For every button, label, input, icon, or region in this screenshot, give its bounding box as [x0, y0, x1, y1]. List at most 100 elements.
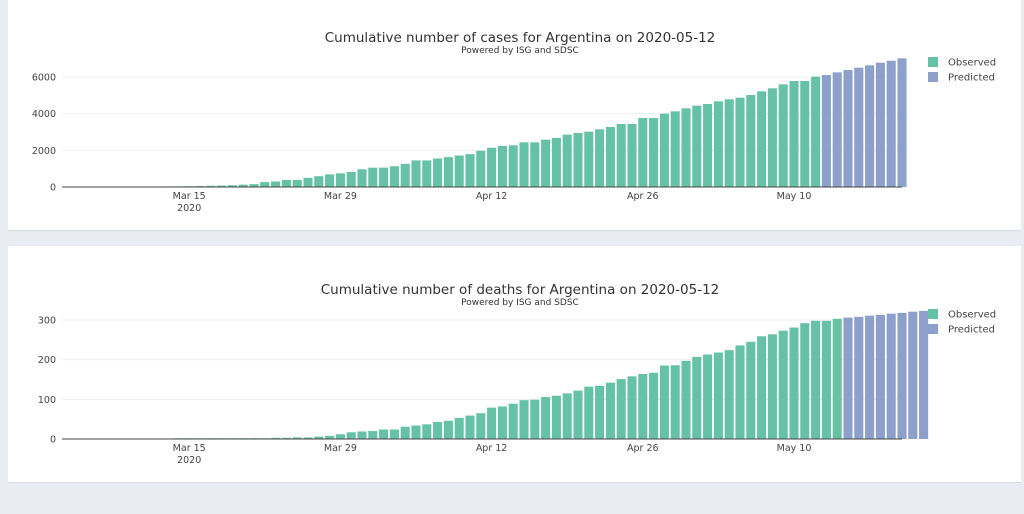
bar-observed: [454, 155, 464, 187]
bar-observed: [508, 403, 518, 439]
bar-observed: [800, 323, 810, 439]
bar-predicted: [875, 314, 885, 439]
bar-predicted: [886, 313, 896, 439]
legend-swatch-predicted: [928, 324, 938, 334]
bar-observed: [454, 417, 464, 439]
bar-observed: [757, 336, 767, 439]
x-tick-year-label: 2020: [177, 203, 201, 214]
bar-observed: [605, 382, 615, 439]
bar-observed: [746, 341, 756, 439]
bar-predicted: [854, 316, 864, 439]
bar-observed: [314, 176, 324, 187]
bar-observed: [703, 354, 713, 439]
bar-observed: [422, 160, 432, 187]
bar-observed: [595, 385, 605, 439]
bar-observed: [638, 373, 648, 439]
y-tick-label: 100: [38, 395, 56, 406]
bar-observed: [368, 167, 378, 187]
bar-predicted: [897, 58, 907, 187]
bar-predicted: [843, 317, 853, 439]
x-tick-label: Mar 29: [324, 443, 357, 454]
bar-observed: [303, 437, 313, 439]
bar-predicted: [865, 315, 875, 439]
x-tick-year-label: 2020: [177, 455, 201, 466]
bar-observed: [519, 142, 529, 187]
bar-observed: [595, 129, 605, 187]
bar-observed: [659, 365, 669, 439]
bar-observed: [703, 104, 713, 187]
bar-observed: [271, 437, 281, 439]
bar-observed: [746, 95, 756, 187]
bar-observed: [357, 431, 367, 439]
x-tick-label: Apr 26: [627, 443, 659, 454]
bar-predicted: [908, 311, 918, 439]
bar-observed: [789, 80, 799, 187]
bar-observed: [422, 424, 432, 439]
bar-observed: [821, 320, 831, 439]
bar-observed: [325, 435, 335, 439]
bar-observed: [487, 407, 497, 439]
bar-observed: [530, 399, 540, 439]
y-tick-label: 200: [38, 355, 56, 366]
bar-observed: [832, 318, 842, 439]
y-tick-label: 300: [38, 316, 56, 327]
deaths-chart-card: Cumulative number of deaths for Argentin…: [8, 246, 1021, 483]
bar-predicted: [865, 65, 875, 187]
bar-observed: [757, 91, 767, 187]
y-tick-label: 0: [50, 435, 56, 446]
bar-observed: [260, 182, 270, 187]
bar-observed: [724, 99, 734, 187]
x-tick-label: Apr 12: [476, 191, 508, 202]
y-tick-label: 6000: [32, 73, 56, 84]
legend-swatch-predicted: [928, 72, 938, 82]
bar-observed: [325, 174, 335, 187]
bar-observed: [670, 111, 680, 187]
bar-predicted: [897, 312, 907, 439]
legend-label-observed: Observed: [948, 310, 996, 321]
chart-subtitle: Powered by ISG and SDSC: [461, 298, 579, 308]
bar-observed: [497, 406, 507, 439]
chart-subtitle: Powered by ISG and SDSC: [461, 46, 579, 56]
bar-observed: [584, 386, 594, 439]
bar-observed: [433, 421, 443, 439]
bar-observed: [616, 124, 626, 187]
legend-swatch-observed: [928, 309, 938, 319]
bar-observed: [627, 376, 637, 439]
bar-observed: [346, 171, 356, 187]
cases-chart: Cumulative number of cases for Argentina…: [32, 30, 996, 214]
bar-observed: [724, 350, 734, 439]
bar-observed: [778, 330, 788, 439]
bar-observed: [249, 184, 259, 187]
bar-observed: [497, 146, 507, 187]
bar-observed: [649, 372, 659, 439]
bar-observed: [465, 154, 475, 187]
bar-observed: [411, 160, 421, 187]
bar-observed: [195, 185, 205, 187]
bar-observed: [433, 158, 443, 187]
bar-observed: [649, 117, 659, 187]
bar-observed: [519, 400, 529, 439]
bar-observed: [573, 133, 583, 187]
bar-observed: [638, 117, 648, 187]
bar-observed: [800, 80, 810, 187]
x-tick-label: Apr 12: [476, 443, 508, 454]
bar-observed: [713, 352, 723, 439]
bar-observed: [238, 184, 248, 187]
y-tick-label: 2000: [32, 146, 56, 157]
bar-observed: [692, 105, 702, 187]
bar-observed: [541, 139, 551, 187]
bar-observed: [789, 327, 799, 439]
bar-observed: [811, 76, 821, 187]
bar-observed: [379, 429, 389, 439]
bar-observed: [735, 345, 745, 439]
bar-observed: [281, 437, 291, 439]
bar-observed: [465, 415, 475, 439]
x-tick-label: Mar 29: [324, 191, 357, 202]
bar-observed: [584, 131, 594, 187]
bar-observed: [443, 157, 453, 187]
bar-observed: [476, 150, 486, 187]
y-tick-label: 4000: [32, 109, 56, 120]
bar-observed: [303, 177, 313, 187]
bar-observed: [530, 142, 540, 187]
chart-title: Cumulative number of deaths for Argentin…: [321, 282, 720, 298]
